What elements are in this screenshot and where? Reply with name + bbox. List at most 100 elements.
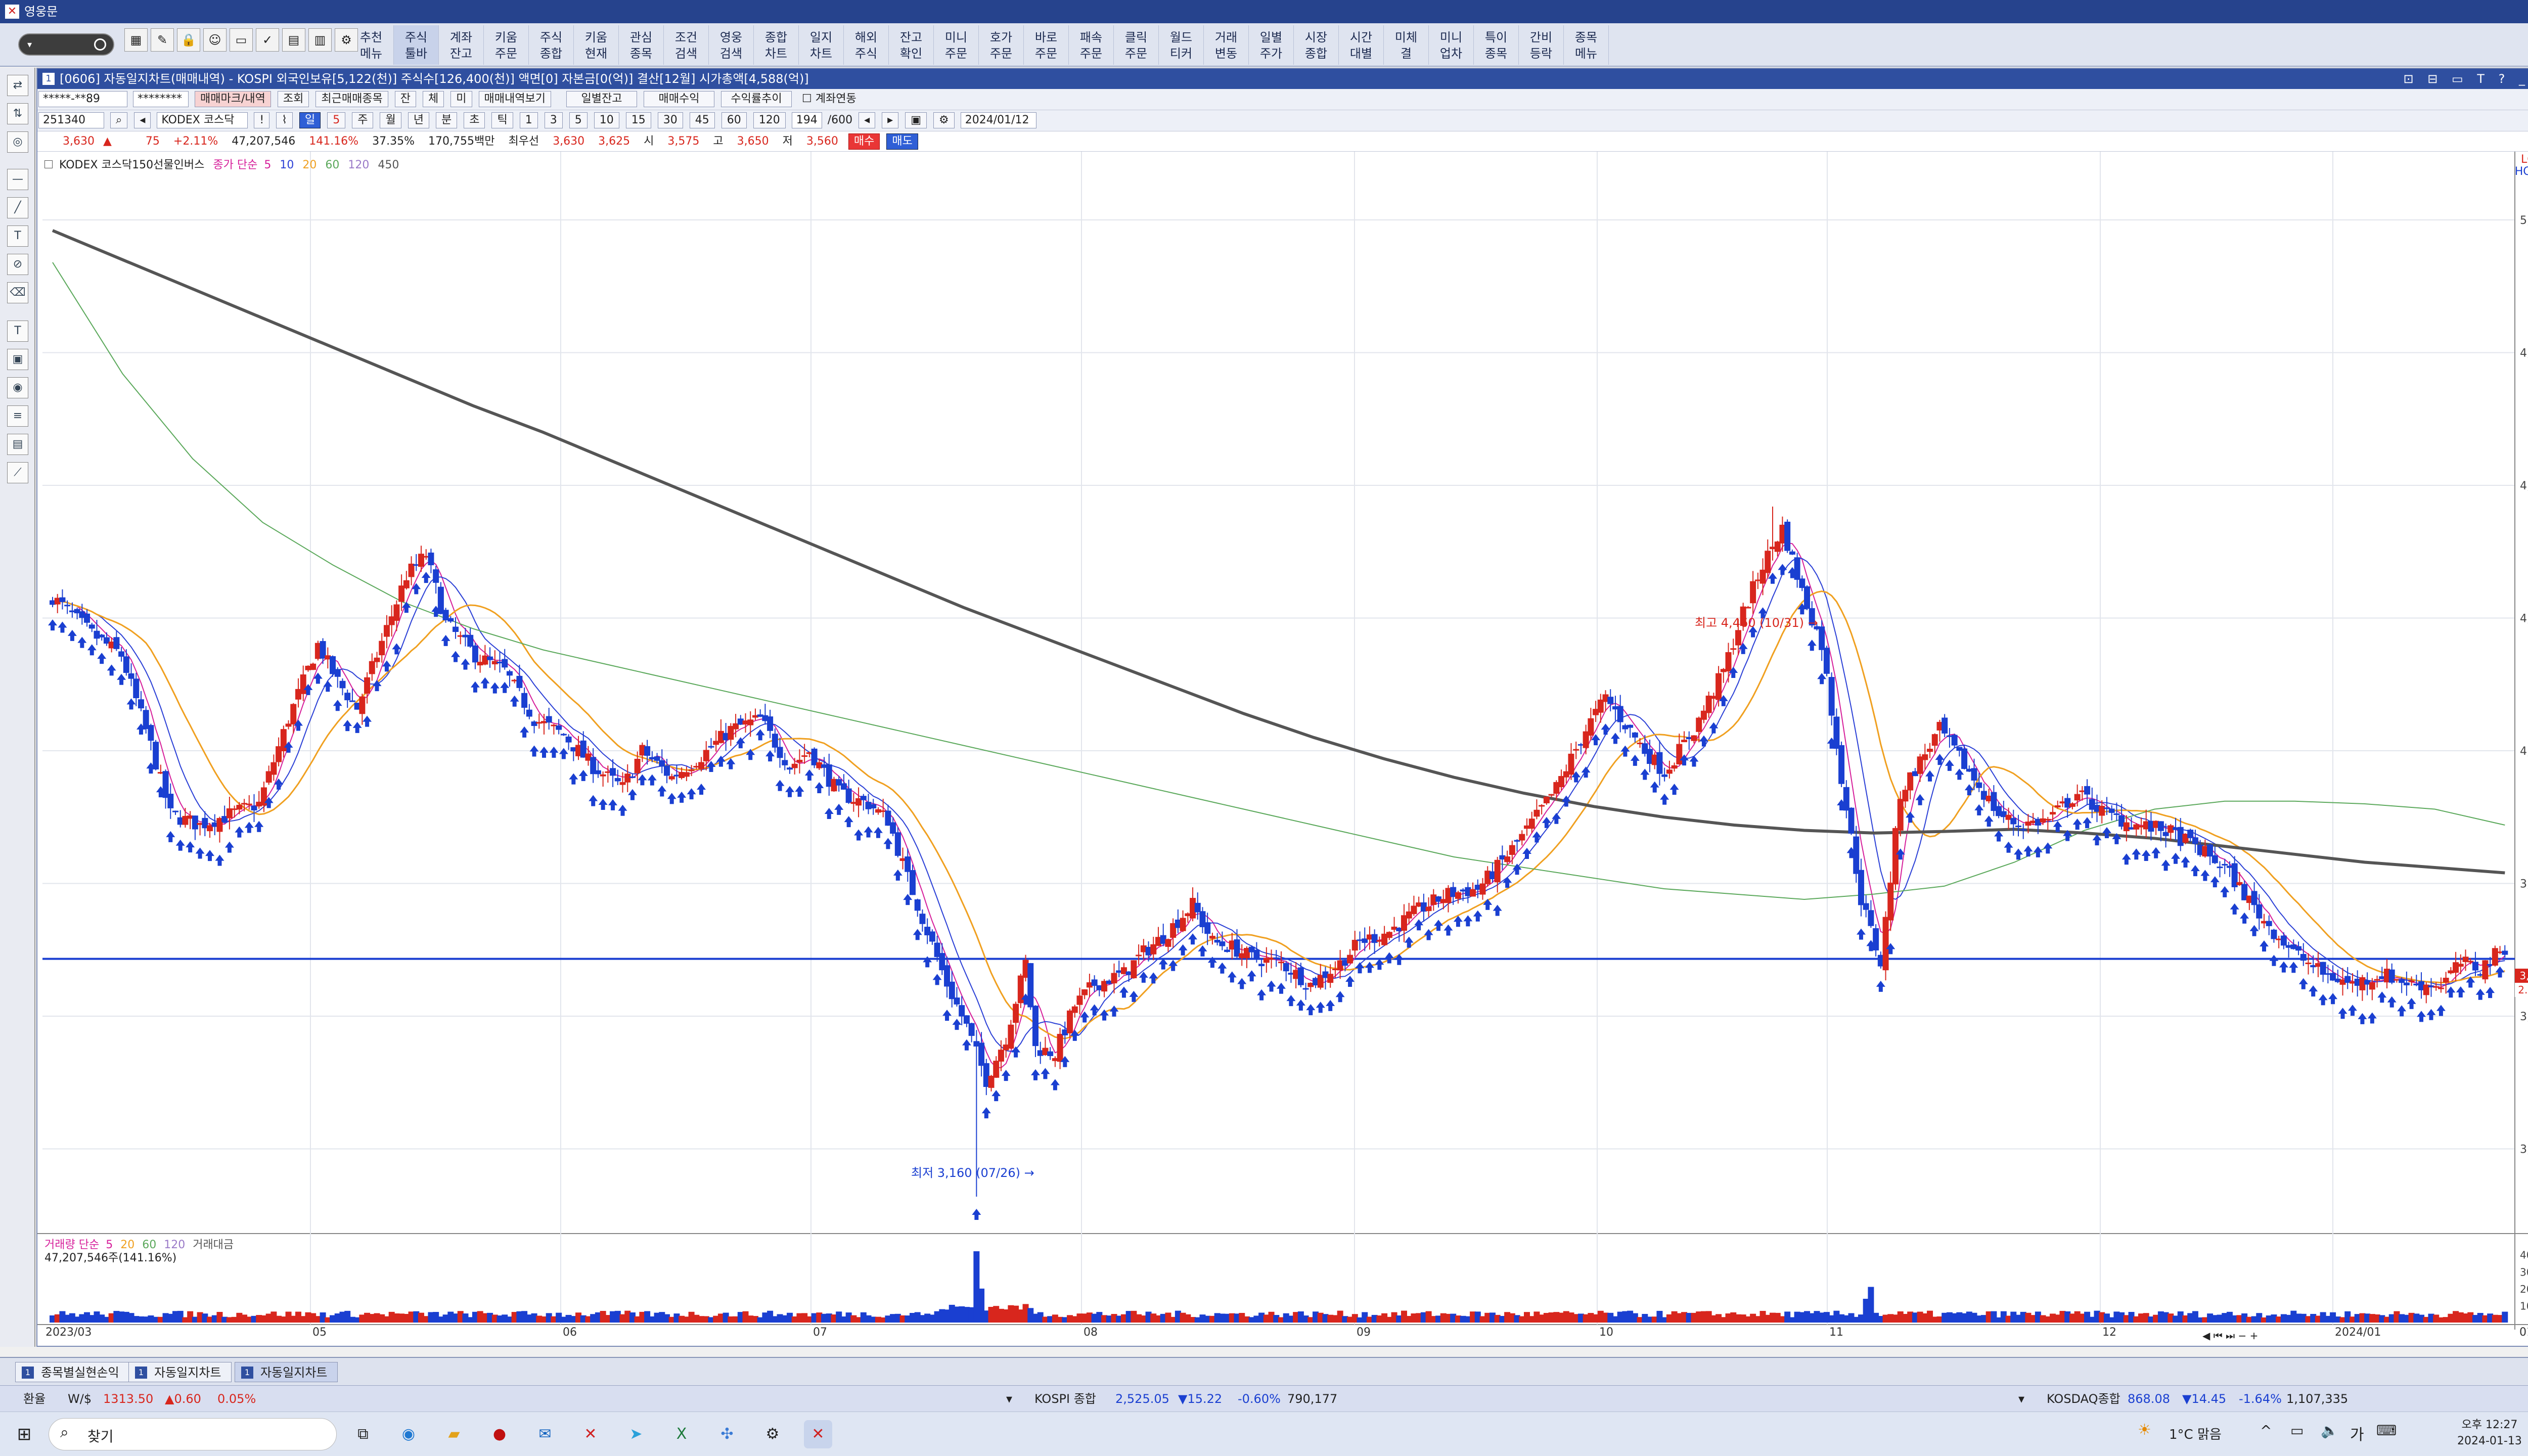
ticker-dropdown-icon-2[interactable]: ▾ <box>2018 1392 2025 1406</box>
trendline-tool-icon[interactable]: ╱ <box>7 197 28 218</box>
file-explorer-icon[interactable]: ▰ <box>448 1425 460 1443</box>
kiwoom-active-app-icon[interactable]: ✕ <box>804 1420 832 1448</box>
period-month-button[interactable]: 월 <box>380 112 401 128</box>
interval-45-button[interactable]: 45 <box>689 112 715 128</box>
toolbar-menu-item[interactable]: 주식 종합 <box>529 25 574 65</box>
tray-chevron-icon[interactable]: ^ <box>2260 1422 2272 1439</box>
period-n-button[interactable]: 5 <box>327 112 346 128</box>
period-tick-button[interactable]: 틱 <box>491 112 513 128</box>
telegram-icon[interactable]: ➤ <box>629 1425 643 1443</box>
tab-auto-journal-chart-1[interactable]: 1 자동일지차트 <box>128 1362 232 1382</box>
mail-icon[interactable]: ✉ <box>538 1425 552 1443</box>
dropdown-arrow-icon[interactable]: ▾ <box>27 39 32 50</box>
gear-icon[interactable]: ⚙ <box>335 28 358 52</box>
save-icon[interactable]: ▣ <box>905 112 927 128</box>
scroll-last-icon[interactable]: ⏭ <box>2226 1330 2235 1342</box>
pattern-tool-icon[interactable]: ▤ <box>7 434 28 455</box>
daily-balance-button[interactable]: 일별잔고 <box>566 91 637 107</box>
period-second-button[interactable]: 초 <box>464 112 485 128</box>
settings-gear-icon[interactable]: ⚙ <box>765 1425 780 1443</box>
password-input[interactable]: ******** <box>133 91 189 107</box>
cursor-tool-icon[interactable]: ⇅ <box>7 103 28 124</box>
folder-icon[interactable]: ▥ <box>308 28 332 52</box>
bar-count-input[interactable]: 194 <box>791 112 822 128</box>
toolbar-menu-item[interactable]: 영웅 검색 <box>709 25 754 65</box>
trade-profit-button[interactable]: 매매수익 <box>644 91 714 107</box>
text-box-tool-icon[interactable]: T <box>7 321 28 342</box>
toolbar-menu-item[interactable]: 주식 툴바 <box>394 25 439 65</box>
toolbar-menu-item[interactable]: 호가 주문 <box>979 25 1024 65</box>
interval-30-button[interactable]: 30 <box>657 112 683 128</box>
lock-icon[interactable]: 🔒 <box>177 28 200 52</box>
balance-button[interactable]: 잔 <box>394 91 417 107</box>
settings-icon[interactable]: ⚙ <box>933 112 955 128</box>
keyboard-icon[interactable]: ⌨ <box>2376 1422 2397 1439</box>
kiwoom-app-icon[interactable]: ✕ <box>584 1425 597 1443</box>
checkmark-icon[interactable]: ✓ <box>256 28 279 52</box>
channel-tool-icon[interactable]: ⟋ <box>7 462 28 483</box>
stock-code-input[interactable]: 251340 <box>38 112 104 128</box>
toolbar-menu-item[interactable]: 해외 주식 <box>844 25 889 65</box>
date-input[interactable]: 2024/01/12 <box>960 112 1036 128</box>
toolbar-menu-item[interactable]: 키움 주문 <box>484 25 529 65</box>
toolbar-menu-item[interactable]: 키움 현재 <box>574 25 619 65</box>
user-icon[interactable]: ☺ <box>203 28 227 52</box>
toolbar-menu-item[interactable]: 추천 메뉴 <box>349 25 394 65</box>
sell-button[interactable]: 매도 <box>886 133 918 150</box>
network-icon[interactable]: ▭ <box>2290 1422 2304 1439</box>
period-day-button[interactable]: 일 <box>299 112 321 128</box>
toolbar-menu-item[interactable]: 시간 대별 <box>1339 25 1384 65</box>
window-controls[interactable]: ⊡ ⊟ ▭ T ? _ □ × <box>2403 72 2528 86</box>
window-icon[interactable]: ▭ <box>230 28 253 52</box>
trade-history-button[interactable]: 매매내역보기 <box>478 91 551 107</box>
toolbar-menu-item[interactable]: 거래 변동 <box>1204 25 1249 65</box>
trade-mark-button[interactable]: 매매마크/내역 <box>195 91 271 107</box>
interval-120-button[interactable]: 120 <box>753 112 786 128</box>
eraser-tool-icon[interactable]: ⌫ <box>7 282 28 303</box>
legend-checkbox[interactable] <box>44 160 53 168</box>
stock-search-icon[interactable]: ⌕ <box>110 112 128 128</box>
pencil-icon[interactable]: ✎ <box>151 28 174 52</box>
taskbar-search[interactable]: ⌕ 찾기 <box>49 1418 337 1450</box>
ime-indicator[interactable]: 가 <box>2350 1426 2364 1444</box>
scroll-first-icon[interactable]: ⏮ <box>2213 1330 2223 1342</box>
recent-trades-button[interactable]: 최근매매종목 <box>315 91 388 107</box>
fib-tool-icon[interactable]: ⊘ <box>7 254 28 275</box>
hline-tool-icon[interactable]: — <box>7 169 28 190</box>
toolbar-menu-item[interactable]: 조건 검색 <box>664 25 709 65</box>
toolbar-menu-item[interactable]: 관심 종목 <box>619 25 664 65</box>
toolbar-menu-item[interactable]: 일별 주가 <box>1249 25 1294 65</box>
period-week-button[interactable]: 주 <box>352 112 374 128</box>
scroll-controls[interactable]: ◀ ⏮ ⏭ − + <box>2202 1330 2258 1342</box>
toolbar-menu-item[interactable]: 종합 차트 <box>754 25 799 65</box>
interval-15-button[interactable]: 15 <box>625 112 651 128</box>
toolbar-menu-item[interactable]: 잔고 확인 <box>889 25 934 65</box>
toolbar-menu-item[interactable]: 월드 티커 <box>1159 25 1204 65</box>
speaker-icon[interactable]: ◂ <box>134 112 151 128</box>
period-minute-button[interactable]: 분 <box>435 112 458 128</box>
toolbar-menu-item[interactable]: 특이 종목 <box>1474 25 1519 65</box>
interval-5-button[interactable]: 5 <box>569 112 588 128</box>
zoom-out-icon[interactable]: − <box>2238 1330 2247 1342</box>
zoom-in-icon[interactable]: + <box>2249 1330 2259 1342</box>
network-app-icon[interactable]: ✣ <box>720 1425 734 1443</box>
bar-count-left-icon[interactable]: ◂ <box>859 112 876 128</box>
clock[interactable]: 오후 12:27 2024-01-13 <box>2457 1417 2522 1449</box>
filled-button[interactable]: 체 <box>423 91 444 107</box>
candlestick-chart[interactable]: 5,0004,7504,5004,2504,0003,7503,5003,250… <box>37 152 2528 1346</box>
toolbar-menu-item[interactable]: 간비 등락 <box>1519 25 1564 65</box>
rectangle-tool-icon[interactable]: ▣ <box>7 349 28 370</box>
ellipse-tool-icon[interactable]: ◉ <box>7 377 28 398</box>
toolbar-menu-item[interactable]: 계좌 잔고 <box>439 25 484 65</box>
interval-3-button[interactable]: 3 <box>544 112 563 128</box>
toolbar-menu-item[interactable]: 바로 주문 <box>1024 25 1069 65</box>
text-tool-icon[interactable]: T <box>7 225 28 247</box>
chart-type-icon[interactable]: ⌇ <box>276 112 293 128</box>
toolbar-menu-item[interactable]: 일지 차트 <box>799 25 844 65</box>
toolbar-menu-item[interactable]: 미니 업차 <box>1429 25 1474 65</box>
volume-icon[interactable]: 🔈 <box>2321 1422 2338 1439</box>
tab-auto-journal-chart-2[interactable]: 1 자동일지차트 <box>235 1362 338 1382</box>
code-search-box[interactable]: ▾ <box>18 33 114 56</box>
task-view-icon[interactable]: ⧉ <box>357 1425 369 1443</box>
toolbar-menu-item[interactable]: 클릭 주문 <box>1114 25 1159 65</box>
